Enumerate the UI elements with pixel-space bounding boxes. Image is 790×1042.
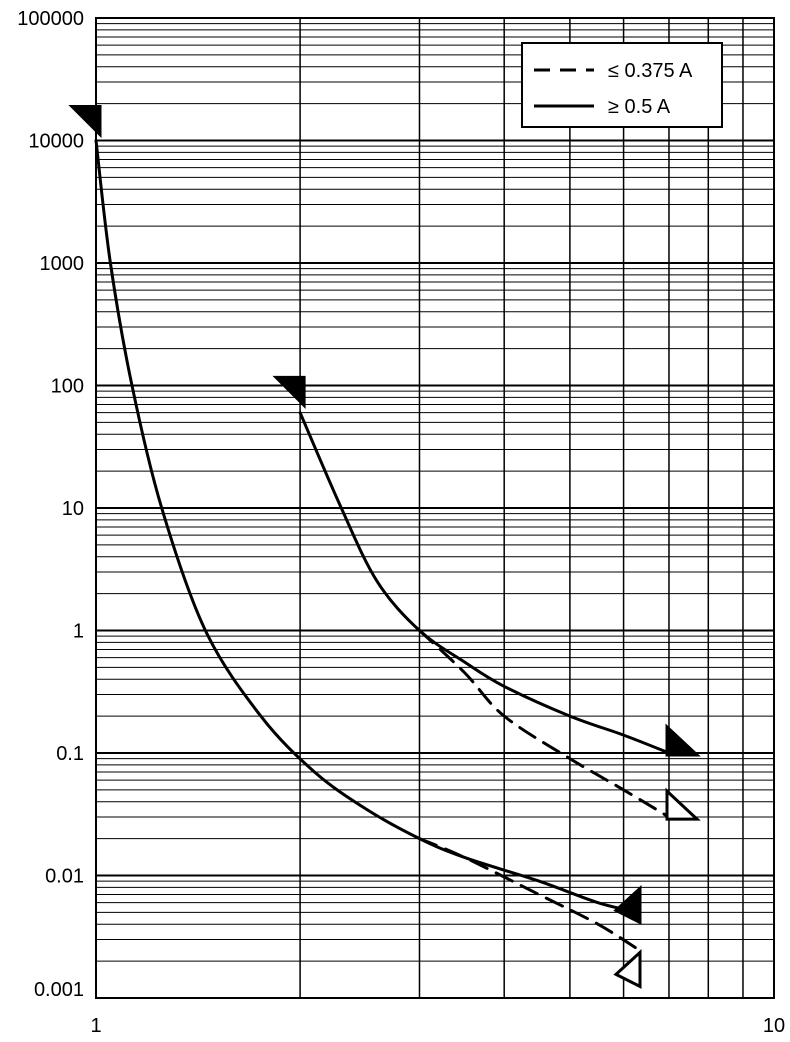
y-tick-label: 0.1 [56, 743, 84, 765]
x-tick-label: 1 [90, 1015, 101, 1037]
open-triangle-marker [665, 787, 701, 821]
y-tick-label: 0.001 [34, 979, 84, 1001]
x-tick-label: 10 [763, 1015, 785, 1037]
legend-label-dashed: ≤ 0.375 A [608, 60, 693, 82]
y-tick-label: 10 [62, 498, 84, 520]
filled-triangle-marker [613, 884, 642, 925]
solid-curve-0 [94, 139, 640, 914]
filled-triangle-marker [68, 105, 102, 139]
y-tick-label: 1 [73, 621, 84, 643]
plot-area-frame [95, 17, 775, 999]
y-tick-label: 10000 [28, 131, 84, 153]
y-tick-label: 0.01 [45, 866, 84, 888]
filled-triangle-marker [665, 723, 701, 757]
markers-layer [68, 105, 701, 989]
curves-layer [94, 139, 671, 951]
legend-label-solid: ≥ 0.5 A [608, 96, 671, 118]
y-tick-label: 100 [51, 376, 84, 398]
solid-curve-2 [298, 411, 671, 755]
grid-layer [96, 18, 774, 999]
filled-triangle-marker [272, 375, 306, 410]
y-tick-label: 1000 [40, 253, 85, 275]
dashed-curve-3 [418, 629, 671, 819]
y-tick-label: 100000 [17, 8, 84, 30]
x-axis-tick-labels: 1 10 [90, 1015, 785, 1037]
y-axis-tick-labels: 100000 10000 1000 100 10 1 0.1 0.01 0.001 [17, 8, 84, 1001]
open-triangle-marker [613, 948, 642, 989]
dashed-curve-1 [418, 837, 640, 951]
legend: ≤ 0.375 A ≥ 0.5 A [521, 42, 723, 128]
legend-box [521, 42, 723, 128]
